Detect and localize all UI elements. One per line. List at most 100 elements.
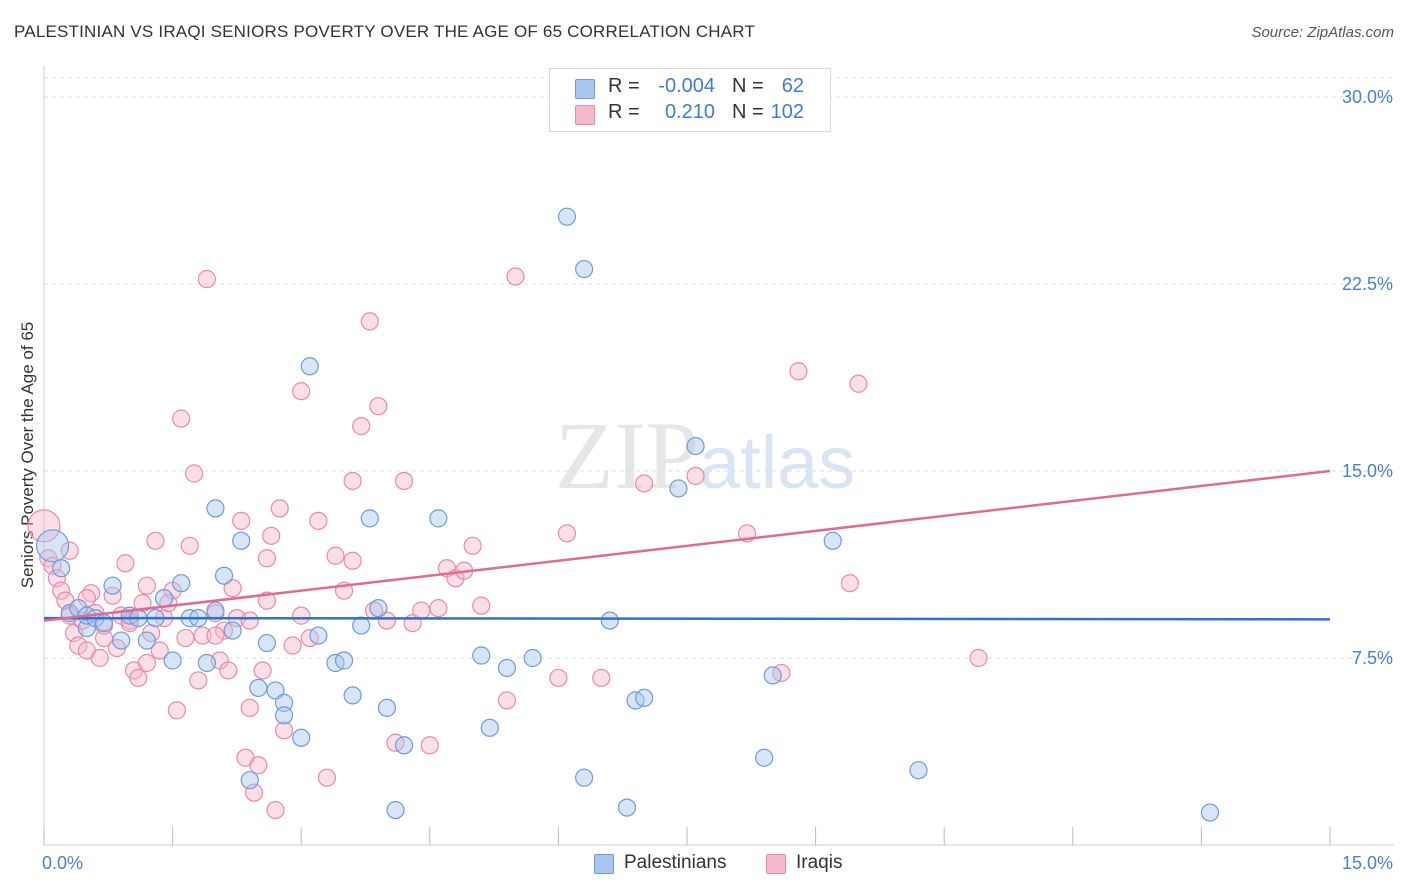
iraqi-point [352, 417, 371, 436]
iraqi-point [309, 511, 328, 530]
palestinian-point [197, 653, 216, 673]
palestinian-point [909, 761, 928, 780]
correlation-legend: R = -0.004 N = 62 R = 0.210 N = 102 [549, 68, 831, 132]
iraqi-point [635, 474, 654, 493]
legend-row-iraqis: R = 0.210 N = 102 [550, 101, 830, 127]
legend-n-value: 102 [770, 101, 804, 123]
palestinians-label: Palestinians [624, 852, 727, 873]
iraqi-point [849, 374, 868, 393]
iraqi-point [262, 526, 281, 545]
legend-r-label: R = [608, 75, 640, 97]
iraqi-point [189, 671, 208, 690]
iraqi-point [840, 574, 859, 593]
iraqi-point [137, 653, 156, 673]
palestinian-point [557, 207, 577, 226]
legend-r-label: R = [608, 101, 640, 123]
palestinian-point [823, 531, 842, 550]
palestinian-point [523, 648, 542, 668]
y-tick-label: 15.0% [1342, 461, 1393, 481]
iraqis-points [27, 267, 988, 820]
iraqi-point [497, 691, 517, 710]
iraqi-point [253, 661, 272, 680]
palestinian-point [266, 681, 285, 700]
watermark-atlas: atlas [699, 421, 856, 504]
palestinian-point [472, 646, 491, 665]
palestinian-point [369, 599, 388, 618]
palestinian-point [755, 748, 774, 767]
iraqi-point [27, 509, 61, 543]
palestinian-point [575, 259, 594, 279]
legend-r-value: -0.004 [658, 75, 715, 97]
iraqi-point [969, 648, 988, 668]
tick-labels: 7.5% 15.0% 22.5% 30.0% 0.0% 15.0% [42, 87, 1393, 873]
iraqi-point [283, 636, 302, 655]
palestinian-point [635, 688, 654, 707]
iraqi-point [343, 471, 362, 491]
iraqi-point [789, 362, 808, 381]
iraqi-point [360, 312, 379, 331]
iraqi-point [686, 466, 705, 486]
palestinian-point [343, 686, 362, 705]
y-tick-label: 7.5% [1352, 648, 1393, 668]
iraqi-point [172, 409, 191, 428]
iraqis-swatch [766, 854, 786, 874]
iraqi-point [317, 768, 337, 787]
palestinian-point [669, 479, 688, 498]
iraqi-point [257, 549, 277, 568]
iraqi-point [206, 626, 225, 645]
iraqi-point [167, 701, 186, 720]
iraqi-point [52, 581, 71, 600]
palestinian-point [172, 574, 191, 593]
iraqi-point [219, 661, 238, 680]
palestinian-point [274, 693, 294, 712]
watermark: ZIPatlas [555, 400, 855, 511]
palestinian-point [334, 651, 354, 670]
legend-row-palestinians: R = -0.004 N = 62 [550, 75, 830, 101]
palestinian-point [137, 631, 156, 650]
iraqis-label: Iraqis [796, 852, 843, 873]
iraqi-point [592, 668, 611, 688]
y-tick-label: 30.0% [1342, 87, 1393, 107]
iraqi-point [249, 756, 268, 775]
iraqi-point [270, 499, 289, 518]
iraqi-point [223, 579, 242, 598]
iraqi-point [90, 648, 109, 668]
palestinian-point [377, 698, 397, 717]
x-tick-label-min: 0.0% [42, 853, 83, 873]
iraqi-point [472, 596, 491, 615]
palestinian-point [497, 658, 517, 678]
iraqis-trend-line [43, 469, 1331, 622]
palestinian-point [232, 531, 251, 550]
series-legend: Palestinians Iraqis [0, 852, 1406, 878]
iraqi-point [394, 471, 414, 491]
iraqi-point [266, 800, 285, 820]
y-tick-label: 22.5% [1342, 274, 1393, 294]
palestinian-point [763, 666, 782, 685]
palestinian-point [617, 798, 637, 817]
iraqi-point [369, 397, 388, 416]
iraqi-point [240, 698, 259, 717]
palestinian-point [52, 559, 71, 578]
chart-title: PALESTINIAN VS IRAQI SENIORS POVERTY OVE… [14, 22, 756, 41]
palestinians-swatch [594, 854, 614, 874]
palestinian-point [480, 718, 499, 737]
legend-r-value: 0.210 [664, 101, 715, 123]
palestinian-point [352, 616, 371, 635]
iraqi-point [274, 721, 294, 740]
legend-n-label: N = [732, 101, 764, 123]
legend-n-label: N = [732, 75, 764, 97]
palestinian-point [300, 357, 319, 376]
palestinian-point [223, 621, 242, 640]
legend-swatch-palestinians [575, 79, 595, 99]
palestinian-point [1200, 803, 1220, 822]
iraqi-point [197, 269, 216, 289]
iraqi-point [193, 626, 212, 645]
palestinians-trend-line [43, 616, 1331, 621]
iraqi-point [292, 606, 311, 625]
iraqi-point [150, 641, 169, 660]
iraqi-point [343, 551, 362, 570]
iraqi-point [377, 611, 397, 630]
x-tick-label-max: 15.0% [1342, 853, 1393, 873]
iraqi-point [232, 511, 251, 530]
